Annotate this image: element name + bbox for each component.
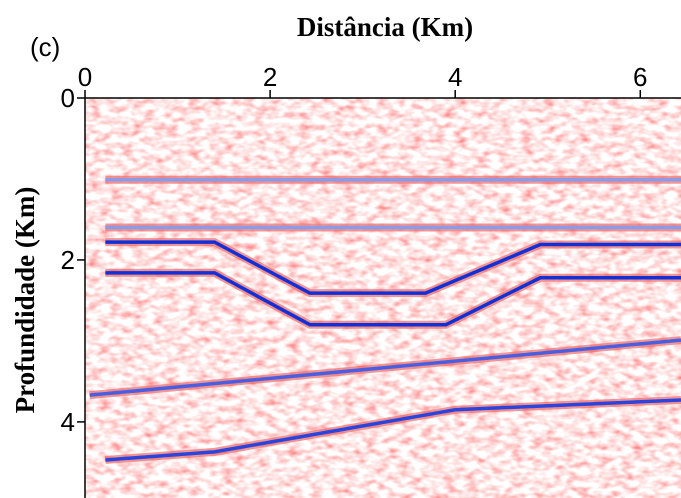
x-axis-title: Distância (Km) [297,12,473,42]
panel-label: (c) [30,32,60,62]
y-tick-label: 4 [61,407,75,437]
seismic-background [85,98,681,498]
y-tick-label: 0 [61,83,75,113]
y-axis-title: Profundidade (Km) [10,187,40,414]
reflector [105,398,681,462]
reflectors [89,175,681,464]
reflector [105,240,681,295]
x-tick-label: 4 [448,62,462,92]
x-tick-label: 2 [263,62,277,92]
reflector [105,271,681,327]
x-tick-label: 0 [78,62,92,92]
x-tick-label: 6 [633,62,647,92]
reflector [89,338,681,397]
y-tick-label: 2 [61,245,75,275]
